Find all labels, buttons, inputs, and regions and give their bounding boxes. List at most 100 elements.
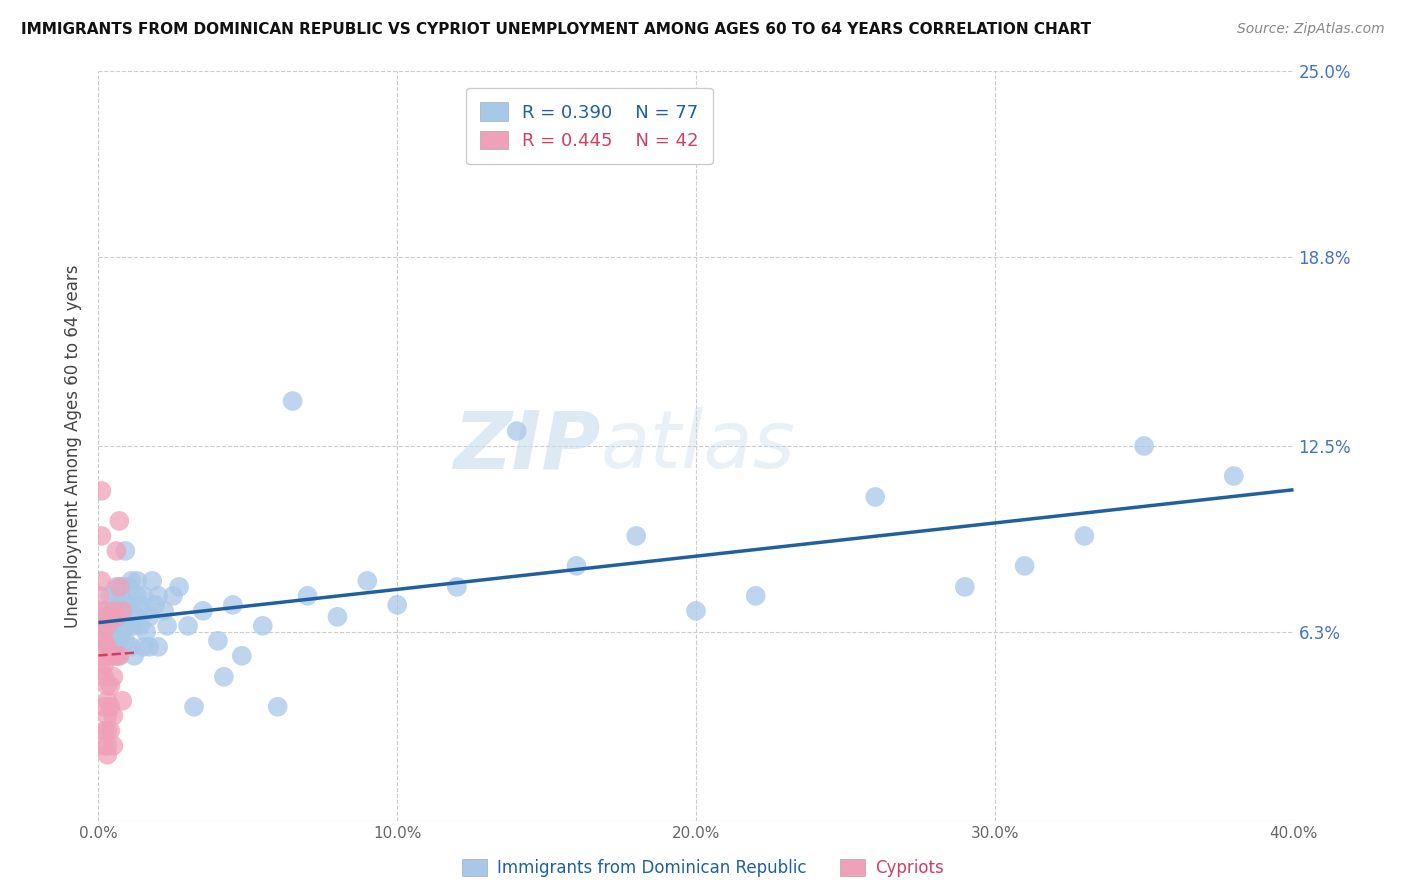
Point <box>103 624 125 639</box>
Point <box>105 648 128 663</box>
Point <box>953 580 976 594</box>
Point <box>124 648 146 663</box>
Point <box>90 483 112 498</box>
Point <box>91 604 114 618</box>
Point <box>114 633 136 648</box>
Point <box>297 589 319 603</box>
Point <box>129 598 152 612</box>
Point <box>98 610 122 624</box>
Point <box>135 604 157 618</box>
Point <box>120 574 142 588</box>
Point <box>96 633 118 648</box>
Point <box>127 610 149 624</box>
Point <box>141 574 163 588</box>
Point <box>93 633 115 648</box>
Text: Source: ZipAtlas.com: Source: ZipAtlas.com <box>1237 22 1385 37</box>
Text: atlas: atlas <box>600 407 796 485</box>
Point <box>111 604 134 618</box>
Point <box>148 640 170 654</box>
Point <box>117 598 139 612</box>
Point <box>103 648 125 663</box>
Point <box>105 598 128 612</box>
Point <box>148 589 170 603</box>
Point <box>93 657 115 672</box>
Point <box>138 640 160 654</box>
Point <box>1223 469 1246 483</box>
Point <box>105 580 128 594</box>
Point <box>626 529 648 543</box>
Point <box>103 604 125 618</box>
Point <box>138 610 160 624</box>
Point <box>93 610 115 624</box>
Point <box>111 610 134 624</box>
Point <box>89 589 111 603</box>
Point <box>385 598 409 612</box>
Point <box>90 664 112 678</box>
Point <box>93 723 115 738</box>
Point <box>103 604 125 618</box>
Point <box>167 580 190 594</box>
Point <box>108 633 131 648</box>
Point <box>231 648 253 663</box>
Legend: R = 0.390    N = 77, R = 0.445    N = 42: R = 0.390 N = 77, R = 0.445 N = 42 <box>465 88 713 164</box>
Point <box>96 723 118 738</box>
Point <box>446 580 468 594</box>
Point <box>90 529 112 543</box>
Point <box>207 633 229 648</box>
Point <box>111 694 134 708</box>
Point <box>685 604 707 618</box>
Point <box>105 544 128 558</box>
Point <box>96 739 118 753</box>
Point <box>103 739 125 753</box>
Point <box>98 589 122 603</box>
Point <box>96 619 118 633</box>
Point <box>93 699 115 714</box>
Point <box>108 648 131 663</box>
Point <box>326 610 349 624</box>
Point <box>1133 439 1156 453</box>
Point <box>91 648 114 663</box>
Point <box>183 699 205 714</box>
Point <box>162 589 184 603</box>
Point <box>252 619 274 633</box>
Point <box>565 558 588 573</box>
Point <box>1014 558 1036 573</box>
Point <box>506 424 529 438</box>
Point <box>191 604 214 618</box>
Point <box>89 633 111 648</box>
Point <box>103 628 125 642</box>
Point <box>103 670 125 684</box>
Point <box>98 648 122 663</box>
Point <box>865 490 887 504</box>
Point <box>156 619 179 633</box>
Point <box>127 574 149 588</box>
Point <box>105 648 128 663</box>
Point <box>356 574 378 588</box>
Point <box>117 580 139 594</box>
Point <box>132 589 155 603</box>
Point <box>120 604 142 618</box>
Point <box>129 619 152 633</box>
Point <box>98 640 122 654</box>
Point <box>222 598 245 612</box>
Point <box>132 640 155 654</box>
Text: IMMIGRANTS FROM DOMINICAN REPUBLIC VS CYPRIOT UNEMPLOYMENT AMONG AGES 60 TO 64 Y: IMMIGRANTS FROM DOMINICAN REPUBLIC VS CY… <box>21 22 1091 37</box>
Point <box>111 624 134 639</box>
Point <box>108 648 131 663</box>
Point <box>90 619 112 633</box>
Point <box>114 595 136 609</box>
Point <box>108 589 131 603</box>
Legend: Immigrants from Dominican Republic, Cypriots: Immigrants from Dominican Republic, Cypr… <box>456 852 950 884</box>
Point <box>153 604 176 618</box>
Point <box>105 619 128 633</box>
Point <box>103 640 125 654</box>
Point <box>267 699 290 714</box>
Point <box>96 679 118 693</box>
Point <box>96 604 118 618</box>
Point <box>98 723 122 738</box>
Point <box>117 619 139 633</box>
Y-axis label: Unemployment Among Ages 60 to 64 years: Unemployment Among Ages 60 to 64 years <box>65 264 83 628</box>
Point <box>98 699 122 714</box>
Point <box>281 394 304 409</box>
Point <box>212 670 235 684</box>
